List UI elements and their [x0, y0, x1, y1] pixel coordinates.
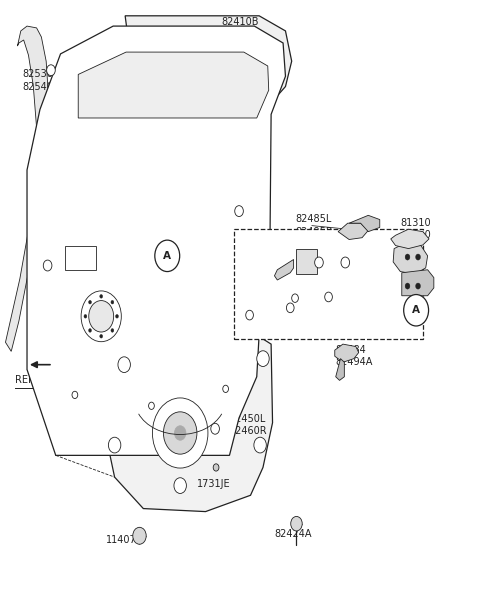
Text: 82410B
82420B: 82410B 82420B — [221, 17, 259, 39]
Polygon shape — [349, 215, 380, 231]
Text: 11407: 11407 — [106, 535, 137, 545]
Polygon shape — [402, 270, 434, 296]
Circle shape — [213, 464, 219, 471]
Polygon shape — [393, 242, 428, 274]
Circle shape — [405, 254, 410, 260]
Text: 81477: 81477 — [238, 218, 268, 228]
Circle shape — [89, 328, 92, 332]
Circle shape — [416, 283, 420, 289]
Text: 82665
82655: 82665 82655 — [238, 255, 269, 277]
Polygon shape — [338, 223, 368, 239]
Circle shape — [287, 303, 294, 313]
Circle shape — [111, 328, 114, 332]
Circle shape — [108, 437, 121, 453]
Circle shape — [153, 398, 208, 468]
Polygon shape — [29, 318, 41, 333]
Text: A: A — [412, 305, 420, 315]
Bar — [297, 248, 317, 274]
Circle shape — [89, 301, 92, 304]
Text: 82485L
82495R: 82485L 82495R — [295, 215, 333, 237]
Text: 1731JE: 1731JE — [197, 479, 230, 490]
Circle shape — [116, 315, 119, 318]
Text: 83412A
83412B: 83412A 83412B — [214, 83, 251, 105]
Circle shape — [315, 257, 323, 268]
Polygon shape — [335, 344, 359, 362]
Text: A: A — [163, 251, 171, 261]
Text: 82411
82421: 82411 82421 — [147, 69, 178, 92]
Polygon shape — [27, 26, 286, 455]
Circle shape — [43, 260, 52, 271]
Circle shape — [118, 357, 131, 373]
Polygon shape — [125, 16, 292, 98]
Text: 82486L
82496R: 82486L 82496R — [388, 265, 426, 287]
Circle shape — [235, 205, 243, 216]
Circle shape — [100, 295, 103, 298]
Circle shape — [223, 385, 228, 393]
Text: 81391E: 81391E — [293, 292, 329, 302]
Text: 81473E
81483A: 81473E 81483A — [230, 301, 268, 324]
Text: 82530N
82540N: 82530N 82540N — [22, 69, 60, 92]
Circle shape — [81, 291, 121, 342]
Circle shape — [133, 527, 146, 544]
Text: REF.60-760: REF.60-760 — [15, 375, 69, 385]
Text: 81310
81320: 81310 81320 — [400, 218, 431, 241]
Circle shape — [416, 254, 420, 260]
Polygon shape — [107, 316, 273, 511]
Polygon shape — [5, 26, 48, 351]
Circle shape — [291, 516, 302, 531]
Circle shape — [292, 294, 299, 302]
Circle shape — [174, 426, 186, 440]
Text: 81371B: 81371B — [301, 325, 339, 335]
Polygon shape — [336, 359, 344, 381]
Circle shape — [246, 310, 253, 320]
Circle shape — [324, 292, 332, 302]
Text: FR.: FR. — [57, 358, 83, 371]
Circle shape — [405, 283, 410, 289]
Circle shape — [89, 301, 114, 332]
Polygon shape — [275, 259, 294, 280]
Circle shape — [111, 301, 114, 304]
Circle shape — [163, 412, 197, 454]
Circle shape — [155, 240, 180, 271]
Circle shape — [257, 351, 269, 367]
Circle shape — [149, 402, 155, 410]
Polygon shape — [78, 52, 269, 118]
Circle shape — [100, 335, 103, 338]
Text: 82450L
82460R: 82450L 82460R — [229, 414, 267, 436]
Polygon shape — [391, 229, 429, 248]
Text: 82471L
82481R: 82471L 82481R — [173, 341, 211, 364]
Bar — [234, 229, 423, 339]
Circle shape — [174, 478, 186, 493]
Text: 82484
82494A: 82484 82494A — [336, 345, 373, 367]
Bar — [65, 245, 96, 270]
Circle shape — [84, 315, 87, 318]
Circle shape — [211, 424, 219, 435]
Circle shape — [72, 391, 78, 399]
Text: 81381A: 81381A — [336, 261, 373, 270]
Circle shape — [404, 295, 429, 326]
Circle shape — [254, 437, 266, 453]
Circle shape — [341, 257, 349, 268]
Circle shape — [47, 65, 55, 76]
Text: 82424A: 82424A — [275, 529, 312, 539]
